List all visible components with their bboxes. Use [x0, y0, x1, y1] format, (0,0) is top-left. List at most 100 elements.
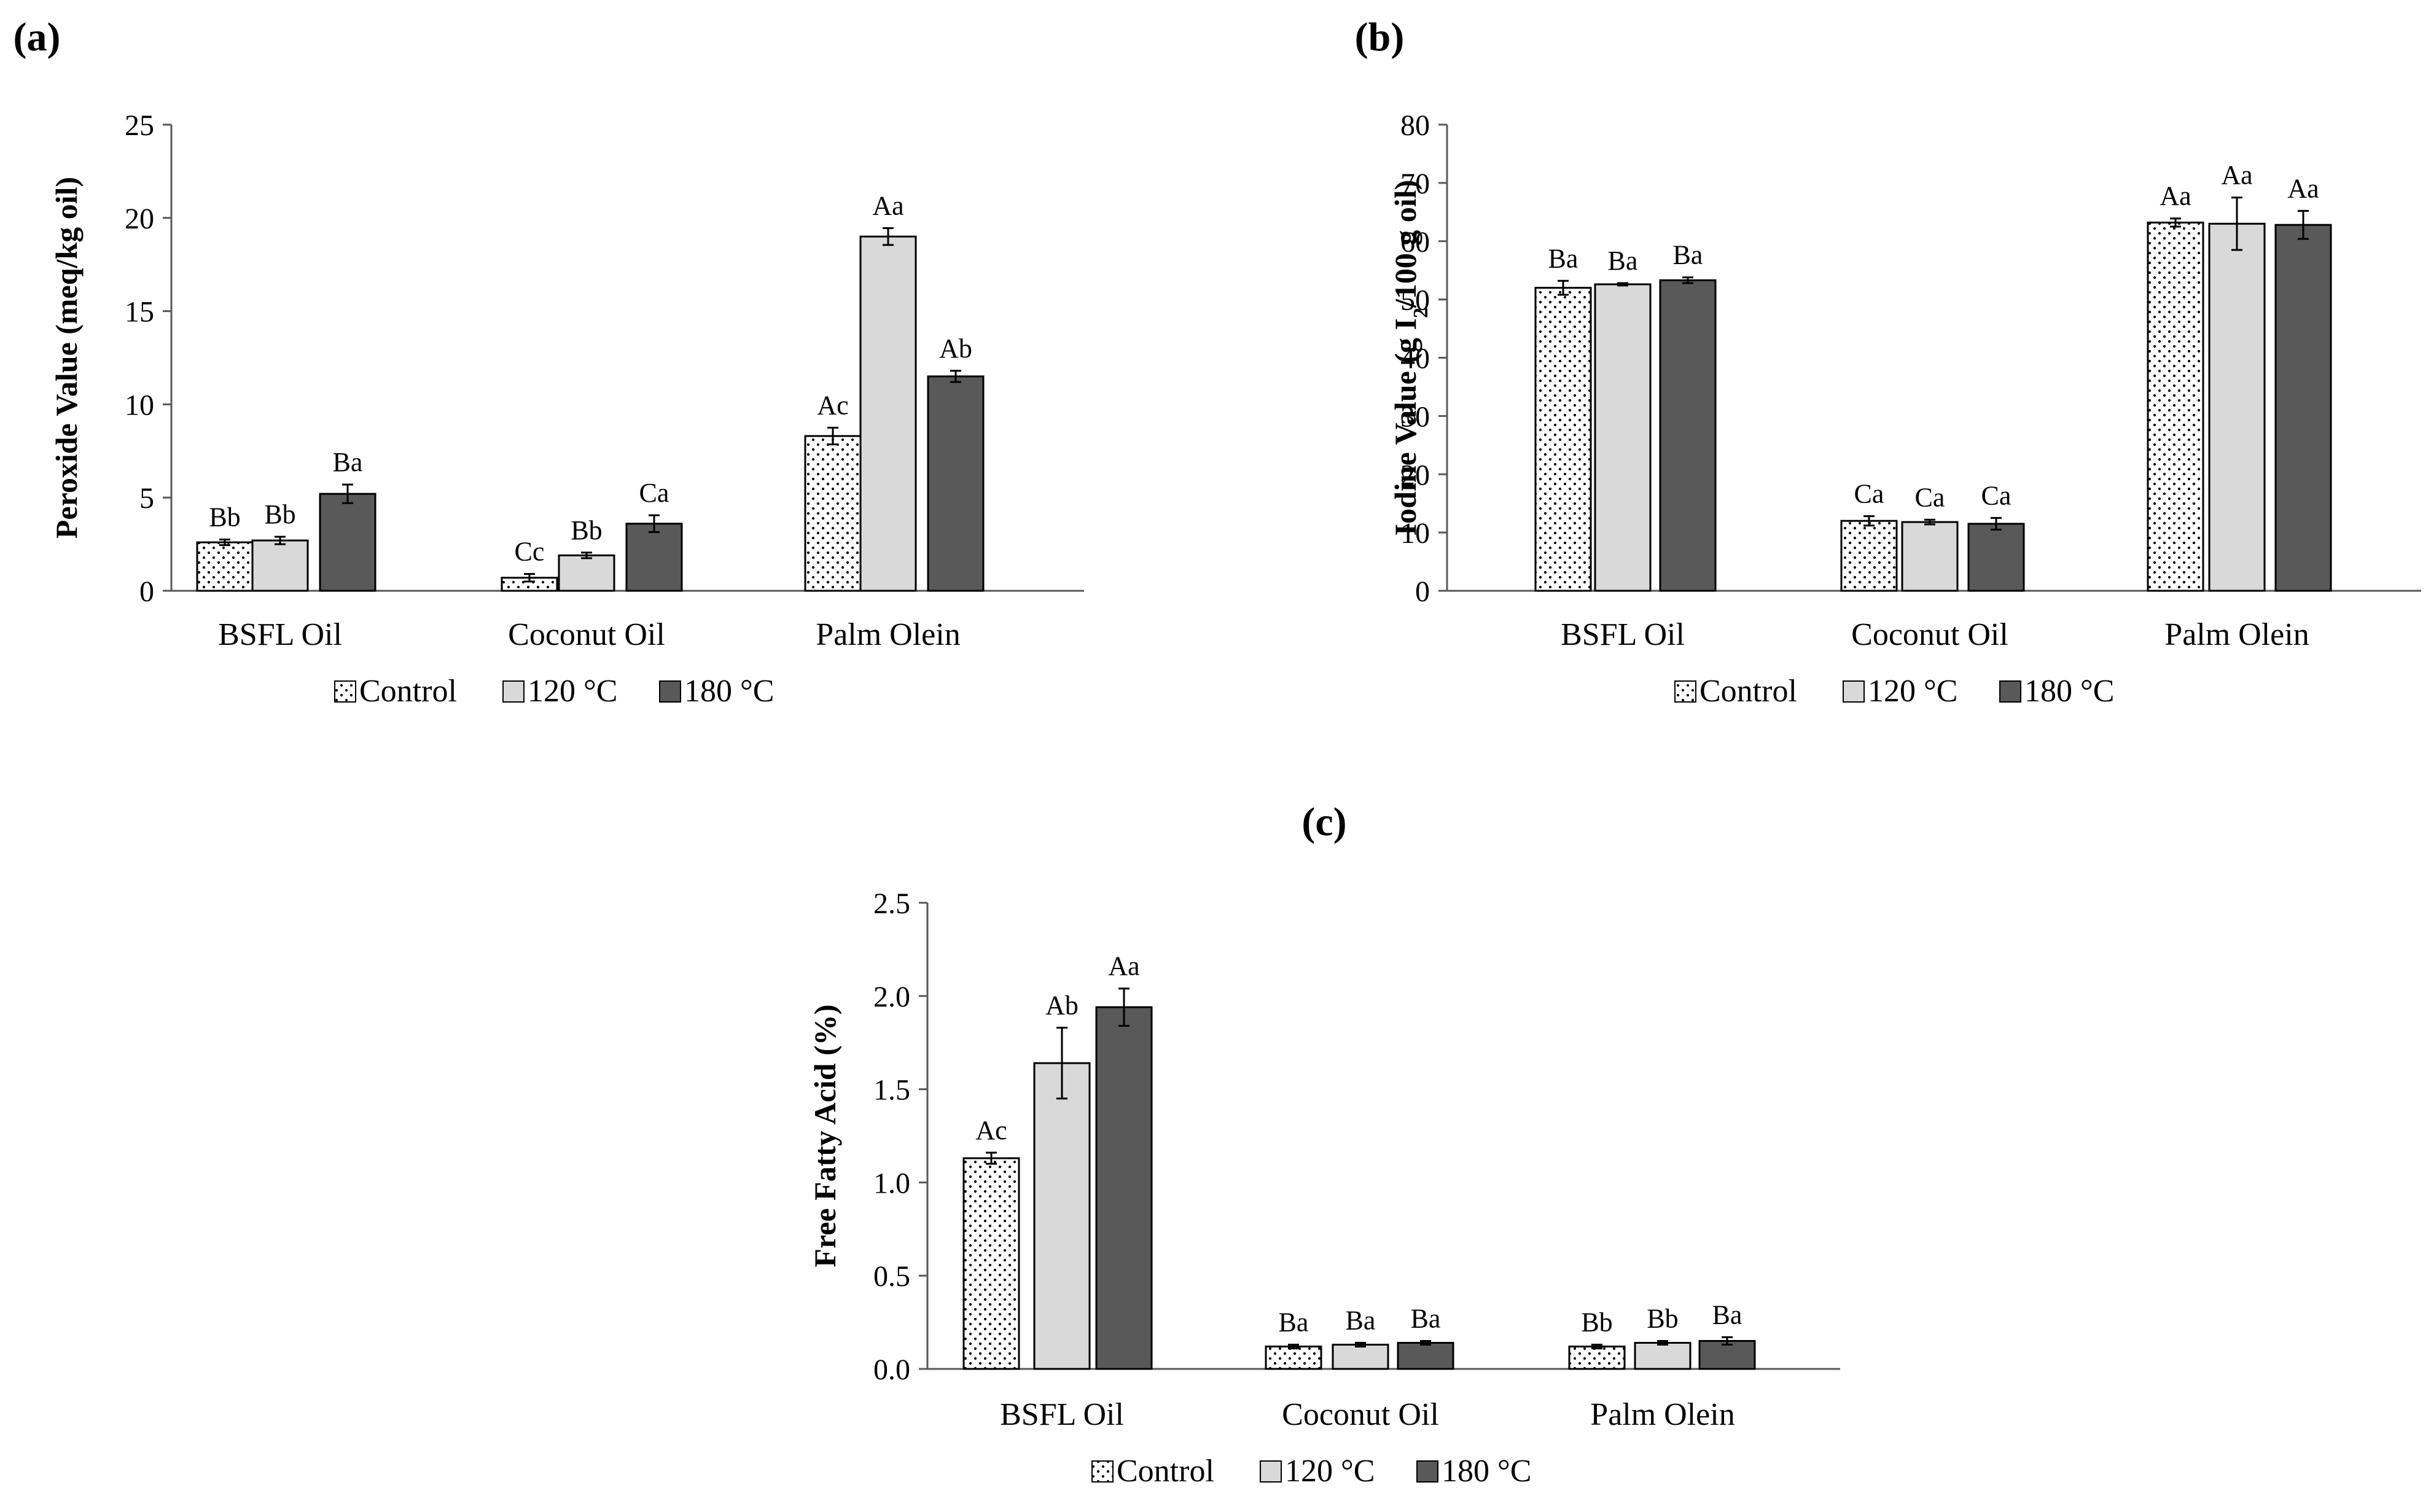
chart-b-y-tick-label: 40	[1400, 343, 1430, 375]
chart-b-y-tick-label: 30	[1400, 400, 1430, 433]
chart-b-bar	[1901, 521, 1959, 592]
chart-b-bar	[2208, 222, 2266, 592]
chart-b-significance-label: Aa	[2287, 173, 2319, 203]
chart-b-legend-swatch	[1999, 680, 2021, 703]
chart-b-significance-label: Ca	[1854, 479, 1884, 509]
chart-c-significance-label: Ac	[975, 1115, 1007, 1145]
chart-b-bar	[1967, 523, 2025, 592]
chart-b-significance-label: Aa	[2221, 160, 2252, 190]
chart-b-y-tick-label: 70	[1400, 168, 1430, 200]
chart-c-legend-swatch	[1416, 1460, 1438, 1483]
chart-b-y-tick-label: 0	[1415, 575, 1430, 608]
chart-a-bar	[319, 493, 377, 592]
chart-a-significance-label: Ac	[817, 390, 848, 420]
chart-c-legend-swatch	[1260, 1460, 1282, 1483]
chart-c-bar	[1332, 1344, 1389, 1370]
chart-c-bar	[1095, 1006, 1153, 1370]
chart-c-significance-label: Ab	[1045, 990, 1079, 1020]
chart-a-y-tick-label: 5	[139, 482, 154, 515]
chart-a-significance-label: Bb	[209, 502, 240, 532]
chart-c-significance-label: Ba	[1411, 1303, 1441, 1333]
chart-c-legend-label: 120 °C	[1285, 1454, 1375, 1489]
chart-c-legend-swatch	[1091, 1460, 1114, 1483]
chart-b-y-axis-label: Iodine Value (g I2/100 g oil)	[1388, 180, 1432, 536]
chart-b-y-tick-label: 20	[1400, 459, 1430, 491]
chart-a-bar	[558, 554, 615, 592]
chart-a-y-tick-label: 15	[125, 296, 154, 329]
chart-a-significance-label: Bb	[571, 515, 602, 545]
chart-a-legend-label: 120 °C	[528, 674, 617, 709]
chart-b-bar	[2274, 224, 2332, 592]
chart-b-bar	[1534, 287, 1592, 592]
chart-a-bar	[804, 435, 862, 592]
chart-a-significance-label: Bb	[264, 499, 295, 529]
chart-a-significance-label: Ca	[639, 478, 669, 508]
chart-c-bar	[1033, 1062, 1091, 1370]
chart-c-y-tick-label: 1.5	[873, 1074, 910, 1107]
chart-b-category-label: Palm Olein	[2164, 617, 2309, 652]
chart-c-significance-label: Ba	[1712, 1300, 1742, 1330]
chart-c-significance-label: Bb	[1647, 1303, 1678, 1333]
chart-c-bar	[962, 1157, 1020, 1370]
chart-b-significance-label: Aa	[2160, 181, 2191, 211]
chart-c-bar	[1397, 1341, 1454, 1370]
chart-a-legend: Control 120 °C 180 °C	[334, 674, 774, 709]
chart-a-y-tick-label: 0	[139, 575, 154, 608]
chart-a-significance-label: Ab	[939, 333, 972, 364]
chart-b-y-axis-label-part: /100 g oil)	[1388, 180, 1422, 308]
chart-a-y-axis-label: Peroxide Value (meq/kg oil)	[49, 177, 84, 539]
chart-c-y-tick-label: 2.5	[873, 887, 910, 920]
chart-b-legend-label: Control	[1699, 674, 1797, 709]
chart-b-significance-label: Ba	[1673, 240, 1703, 270]
chart-b-y-tick-label: 80	[1400, 109, 1430, 142]
chart-b-legend-label: 180 °C	[2024, 674, 2114, 709]
chart-a-bar	[927, 375, 985, 592]
chart-c-bar	[1634, 1341, 1692, 1370]
chart-b-legend-swatch	[1843, 680, 1865, 703]
chart-a-legend-swatch	[334, 680, 356, 703]
chart-b-y-tick-label: 60	[1400, 226, 1430, 259]
chart-c-legend-label: Control	[1117, 1454, 1214, 1489]
chart-b-legend-swatch	[1674, 680, 1696, 703]
chart-a-bar	[196, 541, 254, 592]
chart-a-y-tick-label: 25	[125, 109, 154, 142]
chart-c-category-label: Coconut Oil	[1282, 1397, 1439, 1432]
chart-a-legend-swatch	[502, 680, 525, 703]
chart-a: (a) 0 5 10 15 20 25 Peroxide Value (meq/kg oil)…	[14, 15, 1084, 709]
chart-a-legend-label: 180 °C	[684, 674, 774, 709]
chart-b-y-axis-label-subscript: 2	[1410, 308, 1432, 318]
chart-a-category-label: Palm Olein	[816, 617, 960, 652]
chart-a-significance-label: Ba	[333, 447, 363, 477]
chart-c-significance-label: Aa	[1108, 951, 1139, 981]
chart-c-legend-label: 180 °C	[1442, 1454, 1531, 1489]
chart-c-legend: Control 120 °C 180 °C	[1091, 1454, 1531, 1489]
chart-a-category-label: BSFL Oil	[218, 617, 342, 652]
chart-a-bar	[625, 523, 683, 592]
chart-b-bar	[1840, 520, 1898, 592]
chart-b-category-label: BSFL Oil	[1561, 617, 1685, 652]
chart-b-y-tick-label: 10	[1400, 517, 1430, 550]
chart-c-significance-label: Ba	[1279, 1307, 1309, 1338]
chart-b-significance-label: Ca	[1915, 482, 1945, 512]
chart-b-significance-label: Ba	[1608, 246, 1638, 276]
chart-a-y-tick-label: 20	[125, 203, 154, 235]
chart-c-y-tick-label: 0.5	[873, 1260, 910, 1293]
chart-b-legend: Control 120 °C 180 °C	[1674, 674, 2114, 709]
chart-a-significance-label: Aa	[872, 190, 903, 220]
chart-c-category-label: BSFL Oil	[1000, 1397, 1124, 1432]
chart-c-y-tick-label: 1.0	[873, 1167, 910, 1199]
chart-c-panel-label: (c)	[1301, 800, 1346, 844]
chart-b-bar	[1594, 283, 1652, 592]
chart-c-bar	[1568, 1346, 1626, 1370]
chart-b-significance-label: Ca	[1981, 480, 2012, 510]
chart-a-y-tick-label: 10	[125, 389, 154, 421]
chart-b: (b) 0 10 20 30 40 50 60 70 80 Iodine Value (g I2/1…	[1355, 15, 2421, 709]
chart-a-category-label: Coconut Oil	[508, 617, 665, 652]
chart-c-significance-label: Bb	[1581, 1307, 1612, 1338]
chart-c-y-tick-label: 0.0	[873, 1354, 910, 1386]
chart-c: (c) 0.0 0.5 1.0 1.5 2.0 2.5 Free Fatty Acid (%)…	[808, 800, 1840, 1489]
chart-c-bar	[1265, 1346, 1322, 1370]
chart-c-y-axis-label: Free Fatty Acid (%)	[808, 1004, 842, 1267]
chart-b-bar	[2147, 221, 2204, 592]
